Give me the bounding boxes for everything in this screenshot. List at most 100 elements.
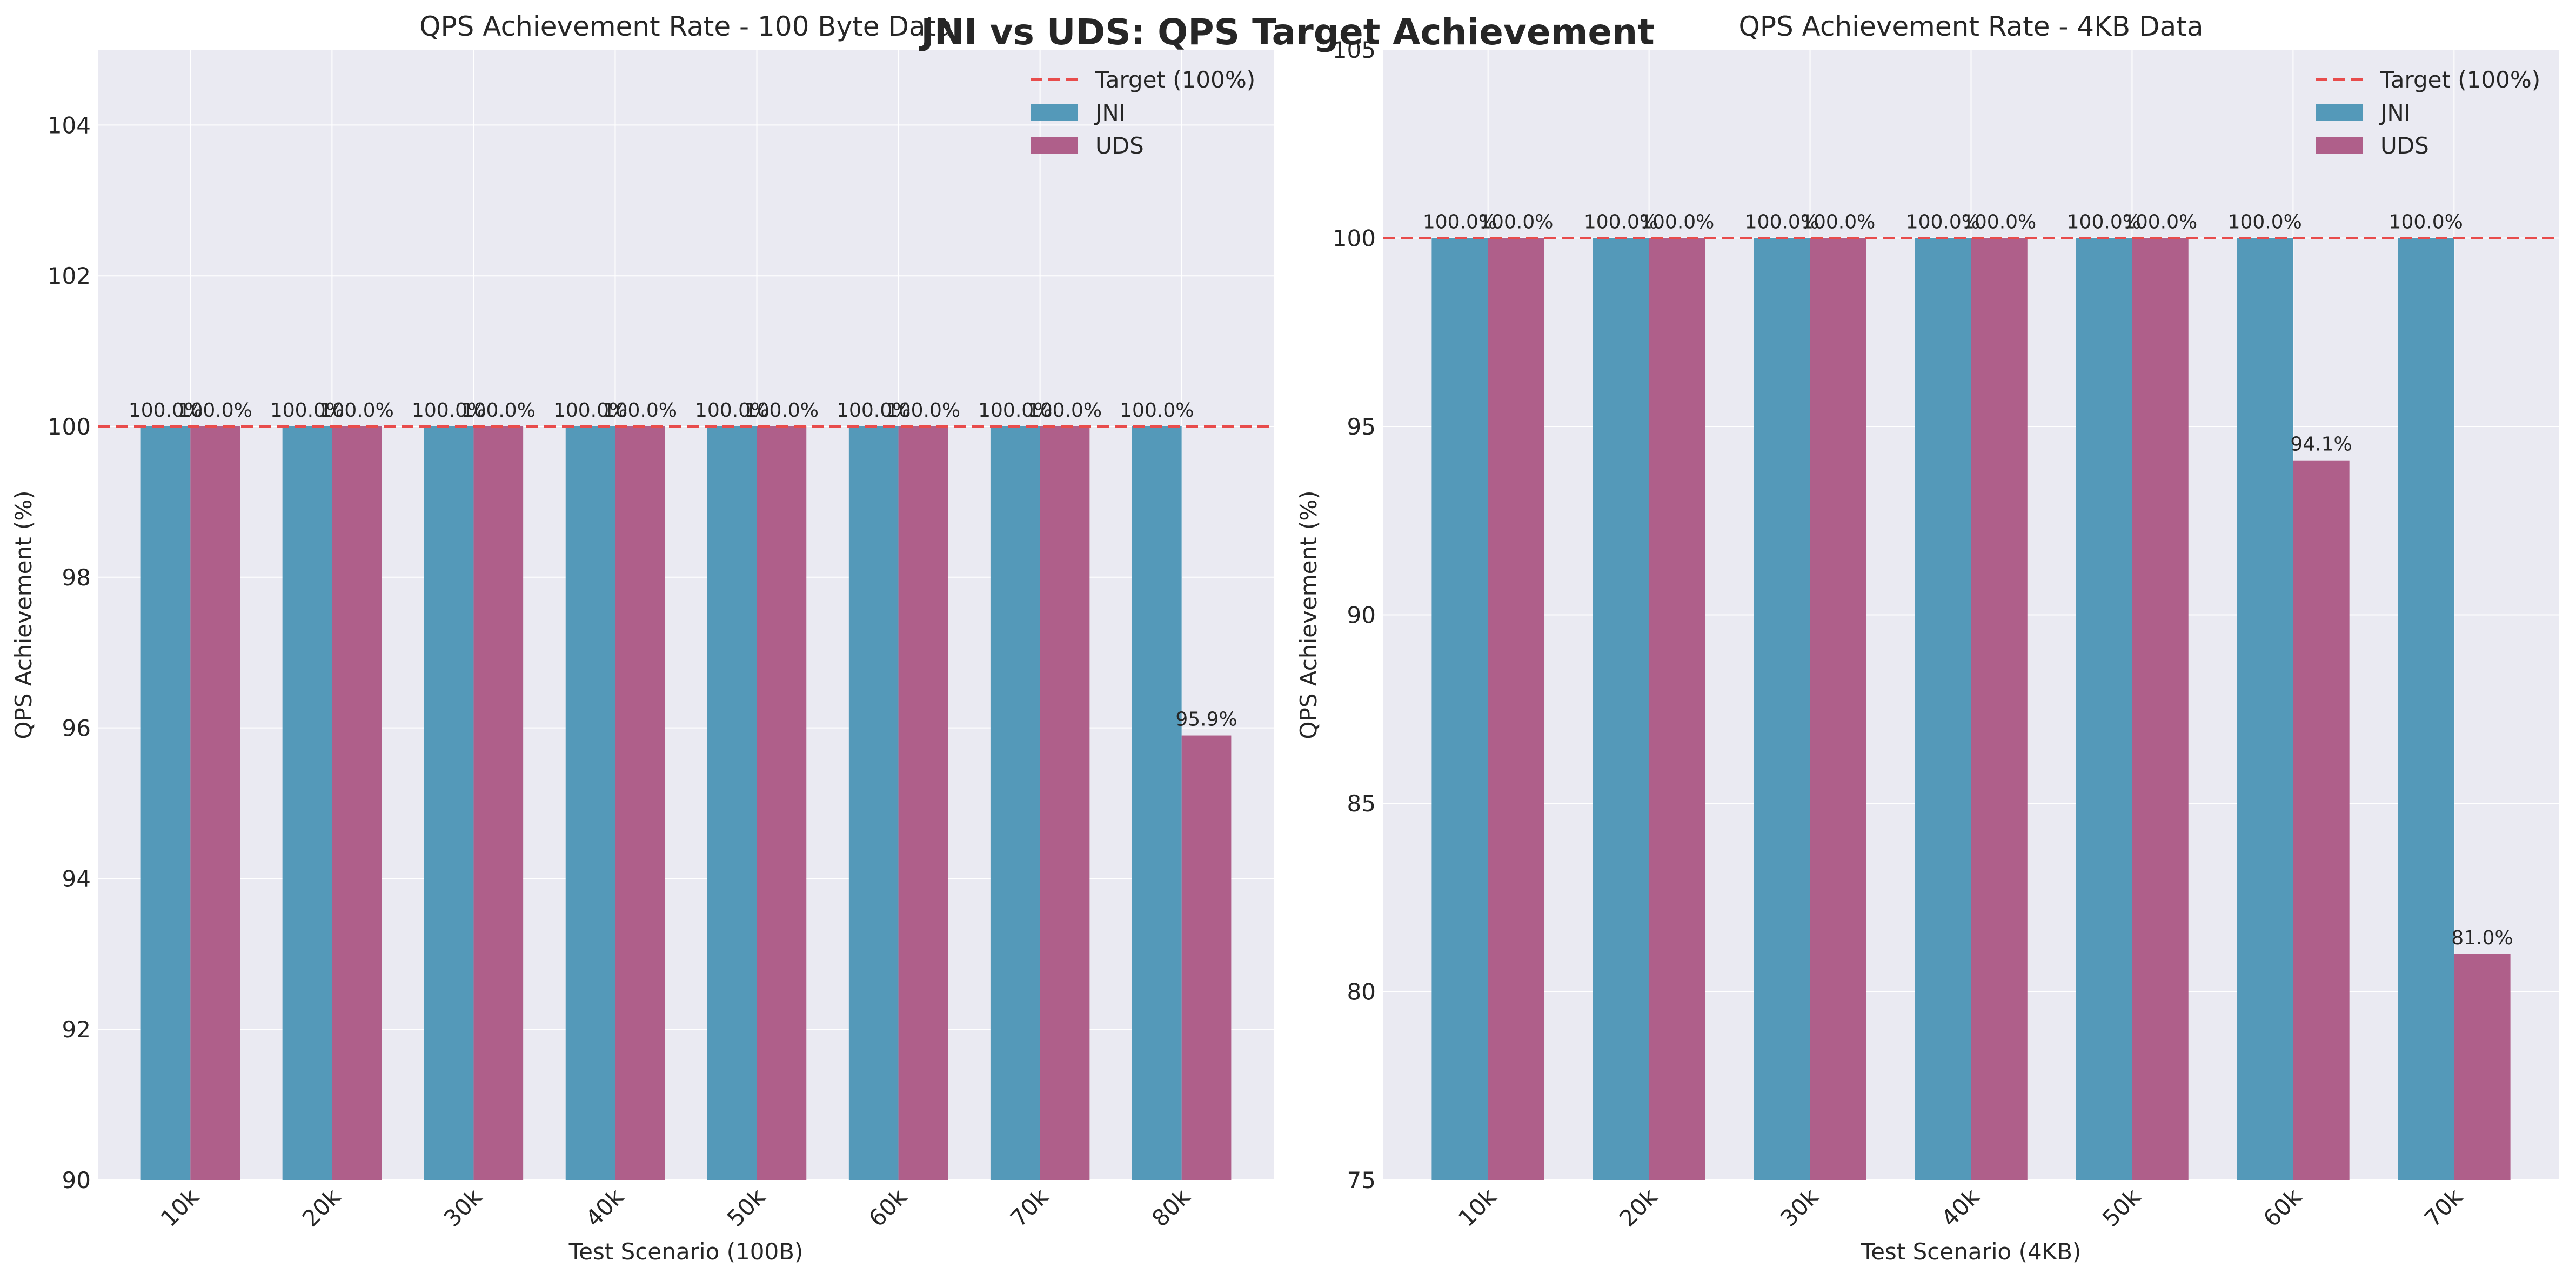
legend-uds-label: UDS (2380, 132, 2429, 159)
bar-value-label: 100.0% (412, 399, 486, 422)
bar-value-label: 100.0% (2123, 211, 2197, 234)
bar-jni-30k (424, 426, 474, 1180)
bar-value-label: 95.9% (1175, 709, 1237, 731)
bar-uds-50k (2132, 238, 2189, 1180)
y-axis-label: QPS Achievement (%) (1295, 490, 1322, 739)
panel-title: QPS Achievement Rate - 4KB Data (1739, 11, 2204, 42)
bar-jni-80k (1132, 426, 1182, 1180)
bar-uds-40k (1971, 238, 2028, 1180)
legend: Target (100%) JNI UDS (1031, 66, 1255, 159)
bars (140, 426, 1232, 1180)
plot-area (98, 50, 1274, 1180)
y-tick-label: 85 (1347, 790, 1376, 817)
legend-uds-swatch (2316, 137, 2363, 154)
legend-target-label: Target (100%) (2380, 66, 2540, 93)
bar-jni-40k (565, 426, 615, 1180)
y-tick-label: 80 (1347, 979, 1376, 1005)
legend-jni-label: JNI (1094, 99, 1126, 126)
bar-jni-60k (2237, 238, 2293, 1180)
bar-value-label: 100.0% (1640, 211, 1714, 234)
legend: Target (100%) JNI UDS (2316, 66, 2540, 159)
bar-value-label: 100.0% (2228, 211, 2302, 234)
y-axis-label: QPS Achievement (%) (10, 490, 37, 739)
x-axis-label: Test Scenario (4KB) (1861, 1238, 2082, 1265)
bar-value-label: 100.0% (886, 399, 960, 422)
x-axis-label: Test Scenario (100B) (568, 1238, 804, 1265)
y-tick-label: 94 (62, 865, 91, 892)
bar-uds-30k (1810, 238, 1866, 1180)
bar-value-label: 100.0% (1479, 211, 1553, 234)
bar-value-label: 100.0% (1745, 211, 1819, 234)
bar-value-label: 100.0% (1120, 399, 1194, 422)
bar-jni-10k (1431, 238, 1488, 1180)
bar-labels: 100.0% 100.0% 100.0% 100.0% 100.0% 100.0% 100.… (1423, 211, 2513, 949)
bar-uds-20k (332, 426, 382, 1180)
bar-value-label: 94.1% (2290, 434, 2352, 456)
y-tick-label: 90 (1347, 602, 1376, 629)
bar-value-label: 100.0% (553, 399, 627, 422)
bar-value-label: 100.0% (978, 399, 1052, 422)
bar-value-label: 100.0% (461, 399, 536, 422)
y-ticks: 90 92 94 96 98 100 102 104 (48, 112, 91, 1194)
bar-value-label: 100.0% (270, 399, 344, 422)
bar-jni-50k (707, 426, 757, 1180)
bar-labels: 100.0% 100.0% 100.0% 100.0% 100.0% 100.0% 100.… (129, 399, 1237, 731)
bar-jni-40k (1915, 238, 1971, 1180)
y-tick-label: 90 (62, 1167, 91, 1194)
bars (1431, 238, 2511, 1180)
bar-value-label: 100.0% (603, 399, 677, 422)
bar-value-label: 100.0% (745, 399, 819, 422)
bar-value-label: 100.0% (837, 399, 911, 422)
bar-jni-10k (140, 426, 191, 1180)
y-ticks: 75 80 85 90 95 100 105 (1333, 37, 1376, 1194)
bar-uds-60k (898, 426, 948, 1180)
legend-target-label: Target (100%) (1095, 66, 1255, 93)
bar-jni-70k (990, 426, 1040, 1180)
bar-uds-30k (473, 426, 524, 1180)
bar-uds-40k (615, 426, 665, 1180)
chart-panel-4kb: 100.0% 100.0% 100.0% 100.0% 100.0% 100.0% 100.… (1295, 11, 2559, 1265)
bar-value-label: 100.0% (1906, 211, 1980, 234)
bar-jni-70k (2398, 238, 2454, 1180)
bar-value-label: 100.0% (2389, 211, 2463, 234)
y-tick-label: 95 (1347, 414, 1376, 440)
bar-value-label: 81.0% (2451, 927, 2513, 949)
bar-value-label: 100.0% (129, 399, 203, 422)
bar-value-label: 100.0% (320, 399, 394, 422)
y-tick-label: 92 (62, 1016, 91, 1043)
bar-uds-10k (1488, 238, 1544, 1180)
y-tick-label: 75 (1347, 1167, 1376, 1194)
panel-title: QPS Achievement Rate - 100 Byte Data (419, 11, 953, 42)
y-tick-label: 102 (48, 263, 91, 289)
figure-title: JNI vs UDS: QPS Target Achievement (919, 11, 1654, 53)
bar-jni-20k (1593, 238, 1649, 1180)
y-tick-label: 96 (62, 715, 91, 742)
bar-uds-60k (2293, 460, 2350, 1180)
y-tick-label: 100 (1333, 225, 1376, 252)
bar-value-label: 100.0% (1584, 211, 1658, 234)
bar-value-label: 100.0% (178, 399, 252, 422)
bar-uds-80k (1181, 735, 1232, 1180)
bar-value-label: 100.0% (2067, 211, 2141, 234)
y-tick-label: 104 (48, 112, 91, 138)
legend-uds-label: UDS (1095, 132, 1144, 159)
bar-value-label: 100.0% (1801, 211, 1875, 234)
bar-uds-50k (757, 426, 807, 1180)
bar-jni-50k (2076, 238, 2132, 1180)
y-tick-label: 98 (62, 564, 91, 591)
chart-panel-100b: 100.0% 100.0% 100.0% 100.0% 100.0% 100.0% 100.… (10, 11, 1274, 1265)
bar-uds-70k (2454, 954, 2511, 1180)
y-tick-label: 100 (48, 414, 91, 440)
bar-uds-70k (1040, 426, 1090, 1180)
bar-jni-20k (282, 426, 332, 1180)
legend-jni-label: JNI (2379, 99, 2411, 126)
bar-value-label: 100.0% (695, 399, 769, 422)
bar-value-label: 100.0% (1962, 211, 2036, 234)
y-tick-label: 105 (1333, 37, 1376, 63)
legend-jni-swatch (2316, 104, 2363, 121)
legend-jni-swatch (1031, 104, 1078, 121)
bar-value-label: 100.0% (1423, 211, 1497, 234)
bar-value-label: 100.0% (1028, 399, 1102, 422)
bar-uds-20k (1649, 238, 1705, 1180)
